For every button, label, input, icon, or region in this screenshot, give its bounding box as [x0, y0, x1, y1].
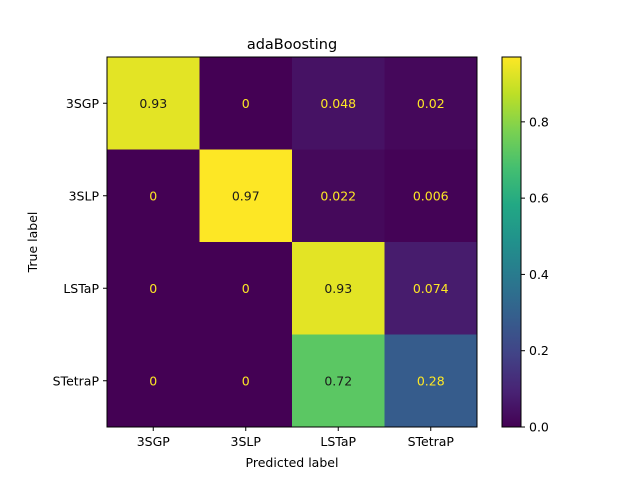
cell-value-label: 0.93 — [324, 281, 352, 296]
y-tick-label: 3SGP — [66, 96, 100, 111]
colorbar-tick-label: 0.6 — [529, 191, 549, 206]
cell-value-label: 0.006 — [413, 188, 449, 203]
cell-value-label: 0.93 — [139, 96, 167, 111]
heatmap-cell — [384, 242, 478, 335]
cell-value-label: 0.022 — [320, 188, 356, 203]
heatmap-cell — [292, 334, 385, 428]
colorbar-tick-label: 0.2 — [529, 343, 549, 358]
y-tick-label: LSTaP — [63, 281, 99, 296]
heatmap-cells — [107, 57, 478, 428]
chart-title: adaBoosting — [247, 37, 337, 53]
cell-value-label: 0.97 — [232, 188, 260, 203]
cell-value-label: 0 — [242, 96, 250, 111]
cell-value-label: 0 — [149, 188, 157, 203]
cell-value-label: 0 — [242, 281, 250, 296]
heatmap-cell — [199, 242, 293, 335]
heatmap-cell — [384, 57, 478, 150]
heatmap-cell-labels: 0.93 0 0.048 0.02 0 0.97 0.022 0.006 0 0 0.93 0.074… — [139, 96, 448, 389]
colorbar-tick-label: 0.4 — [529, 267, 549, 282]
heatmap-cell — [107, 57, 200, 150]
heatmap-cell — [107, 334, 200, 428]
plot-frame — [106, 56, 478, 428]
heatmap-cell — [107, 242, 200, 335]
x-axis-ticks: 3SGP 3SLP LSTaP STetraP — [137, 427, 455, 449]
y-axis-label: True label — [25, 212, 40, 274]
cell-value-label: 0.074 — [413, 281, 449, 296]
heatmap-cell — [199, 334, 293, 428]
colorbar-tick-label: 0.0 — [529, 420, 549, 435]
heatmap-cell — [199, 57, 293, 150]
x-tick-label: 3SGP — [137, 434, 171, 449]
colorbar-tick-label: 0.8 — [529, 114, 549, 129]
heatmap-cell — [292, 242, 385, 335]
colorbar — [501, 56, 522, 428]
cell-value-label: 0 — [149, 281, 157, 296]
x-tick-label: 3SLP — [231, 434, 262, 449]
heatmap-cell — [107, 149, 200, 243]
x-axis-label: Predicted label — [246, 455, 339, 470]
cell-value-label: 0 — [149, 373, 157, 388]
colorbar-ticks: 0.0 0.2 0.4 0.6 0.8 — [521, 114, 549, 435]
cell-value-label: 0.28 — [417, 373, 445, 388]
x-tick-label: LSTaP — [320, 434, 356, 449]
cell-value-label: 0.02 — [417, 96, 445, 111]
cell-value-label: 0.72 — [324, 373, 352, 388]
heatmap-cell — [292, 149, 385, 243]
heatmap-cell — [292, 57, 385, 150]
cell-value-label: 0.048 — [320, 96, 356, 111]
heatmap-cell — [384, 149, 478, 243]
y-tick-label: STetraP — [53, 373, 100, 388]
cell-value-label: 0 — [242, 373, 250, 388]
y-tick-label: 3SLP — [69, 188, 100, 203]
y-axis-ticks: 3SGP 3SLP LSTaP STetraP — [53, 96, 107, 388]
heatmap-cell — [384, 334, 478, 428]
x-tick-label: STetraP — [408, 434, 455, 449]
heatmap-cell — [199, 149, 293, 243]
